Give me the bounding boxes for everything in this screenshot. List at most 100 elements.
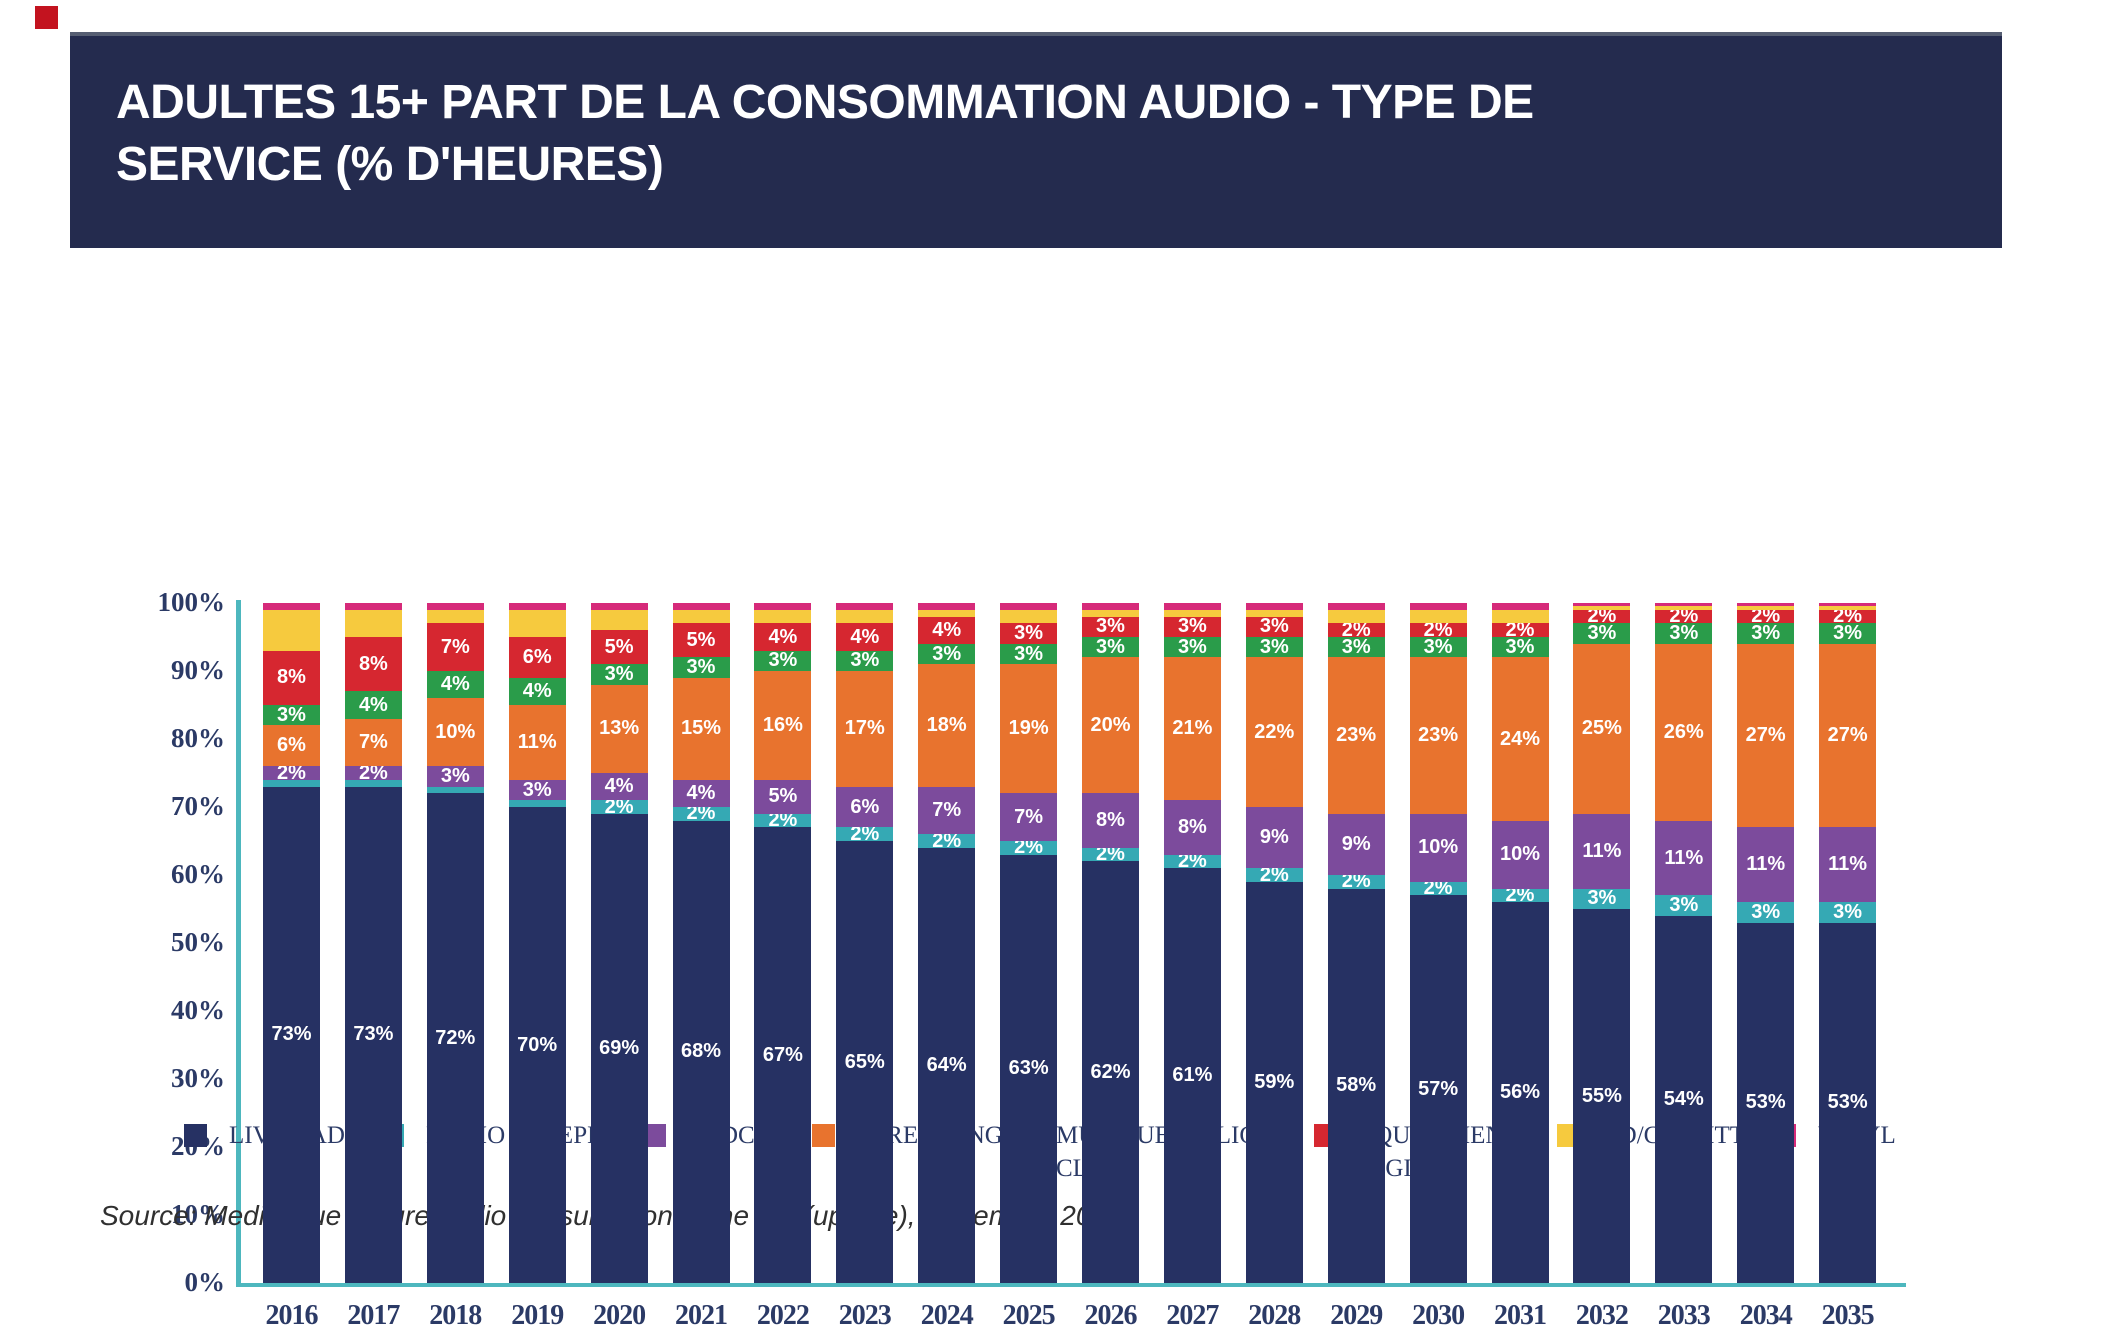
streaming-segment: 26% (1655, 643, 1713, 821)
cd-cassitte-segment (590, 609, 648, 631)
radio-en-replay-segment: 2% (1245, 864, 1303, 886)
x-tick-label: 2020 (593, 1300, 646, 1331)
segment-value-label: 3% (1423, 635, 1453, 658)
radio-en-replay-segment (426, 786, 484, 794)
segment-value-label: 53% (1745, 1091, 1786, 1114)
equipement-digital-segment: 3% (1000, 622, 1058, 644)
segment-value-label: 56% (1499, 1081, 1541, 1104)
musique-en-ligne-clips-segment: 3% (1491, 636, 1549, 658)
segment-value-label: 2% (1751, 605, 1781, 628)
y-tick-label: 40% (171, 995, 225, 1025)
segment-value-label: 3% (1587, 622, 1617, 645)
segment-value-label: 22% (1254, 720, 1295, 743)
bar-2029: 58% 2% 9% 23% 3% 2% (1327, 603, 1385, 1283)
segment-value-label: 5% (604, 635, 634, 658)
musique-en-ligne-clips-segment: 3% (1573, 622, 1631, 645)
x-tick-label: 2019 (511, 1300, 564, 1331)
bar-2021: 68% 2% 4% 15% 3% 5% (672, 603, 730, 1283)
segment-value-label: 10% (1499, 843, 1541, 866)
y-tick-label: 70% (171, 791, 225, 821)
podcast-legend-swatch (643, 1124, 666, 1147)
x-tick-label: 2032 (1575, 1300, 1629, 1331)
segment-value-label: 3% (768, 649, 798, 672)
streaming-segment: 27% (1819, 643, 1877, 828)
streaming-segment: 27% (1737, 643, 1795, 828)
segment-value-label: 10% (435, 720, 476, 743)
musique-en-ligne-clips-segment: 3% (590, 663, 648, 685)
x-axis-line (236, 1283, 1906, 1287)
streaming-segment: 6% (263, 725, 320, 767)
x-tick-label: 2027 (1166, 1300, 1219, 1331)
y-tick-label: 0% (184, 1267, 226, 1297)
segment-value-label: 3% (1177, 635, 1207, 658)
podcast-segment: 2% (344, 762, 402, 784)
cd-cassitte-segment (1737, 606, 1795, 610)
podcast-segment: 3% (426, 765, 484, 787)
live-radio-segment: 58% (1327, 888, 1385, 1283)
live-radio-segment: 53% (1819, 922, 1877, 1283)
segment-value-label: 3% (1259, 635, 1289, 658)
musique-en-ligne-clips-segment: 3% (1819, 622, 1877, 644)
x-tick-label: 2033 (1657, 1300, 1711, 1331)
segment-value-label: 19% (1008, 717, 1049, 740)
segment-value-label: 7% (1014, 805, 1044, 828)
segment-value-label: 3% (522, 778, 552, 801)
segment-value-label: 20% (1090, 713, 1131, 736)
y-tick-label: 10% (171, 1199, 225, 1229)
live-radio-segment: 72% (426, 793, 484, 1283)
segment-value-label: 2% (1505, 883, 1535, 906)
segment-value-label: 8% (358, 652, 388, 675)
plot-area: 73% 2% 6% 3% 8% 73% 2% 7% 4% 8% 72% 3% 10% 4% 7% 70% 3% 1… (240, 603, 1905, 1283)
x-tick-label: 2025 (1002, 1300, 1056, 1331)
bar-2027: 61% 2% 8% 21% 3% 3% (1163, 603, 1221, 1283)
radio-en-replay-segment: 2% (754, 809, 812, 831)
radio-en-replay-segment: 3% (1819, 901, 1877, 923)
podcast-segment: 11% (1655, 820, 1713, 896)
podcast-segment: 3% (508, 778, 566, 801)
podcast-segment: 6% (836, 786, 894, 828)
musique-en-ligne-clips-segment: 4% (508, 677, 566, 705)
radio-en-replay-segment: 2% (1082, 843, 1139, 865)
equipement-digital-segment: 3% (1163, 615, 1221, 637)
x-tick-label: 2024 (920, 1300, 974, 1331)
segment-value-label: 3% (686, 656, 716, 679)
y-axis-line (236, 600, 241, 1287)
equipement-digital-segment: 8% (263, 650, 320, 705)
cd-cassitte-segment (836, 609, 894, 624)
segment-value-label: 27% (1745, 724, 1786, 747)
cd-cassitte-segment (508, 609, 566, 637)
radio-en-replay-segment: 2% (590, 796, 648, 818)
x-tick-label: 2028 (1248, 1300, 1301, 1331)
musique-en-ligne-clips-segment: 3% (1163, 635, 1221, 658)
segment-value-label: 3% (1096, 635, 1125, 658)
vinyl-segment (1163, 603, 1221, 610)
podcast-segment: 7% (918, 786, 976, 835)
streaming-segment: 20% (1082, 657, 1139, 794)
radio-en-replay-segment: 3% (1737, 901, 1795, 923)
musique-en-ligne-clips-segment: 3% (1737, 622, 1795, 644)
podcast-segment: 10% (1409, 813, 1467, 882)
segment-value-label: 2% (1177, 849, 1207, 872)
streaming-segment: 17% (836, 671, 894, 787)
segment-value-label: 17% (844, 717, 885, 740)
segment-value-label: 4% (932, 618, 962, 641)
x-tick-label: 2016 (265, 1300, 319, 1331)
x-tick-label: 2034 (1739, 1300, 1793, 1331)
x-tick-label: 2023 (838, 1300, 892, 1331)
live-radio-segment: 61% (1163, 868, 1221, 1283)
segment-value-label: 7% (358, 730, 388, 753)
musique-en-ligne-clips-segment: 3% (672, 656, 730, 679)
segment-value-label: 3% (1096, 615, 1125, 638)
streaming-segment: 24% (1491, 657, 1549, 821)
cd-cassitte-segment (1491, 609, 1549, 624)
vinyl-segment (263, 603, 320, 610)
radio-en-replay-segment: 2% (1409, 877, 1467, 899)
segment-value-label: 3% (1014, 642, 1044, 665)
segment-value-label: 3% (850, 649, 880, 672)
streaming-legend-swatch (812, 1124, 835, 1147)
vinyl-segment (1819, 603, 1877, 607)
segment-value-label: 5% (768, 785, 798, 808)
musique-en-ligne-clips-segment: 4% (426, 671, 484, 699)
segment-value-label: 2% (1423, 877, 1453, 900)
x-tick-label: 2026 (1084, 1300, 1138, 1331)
